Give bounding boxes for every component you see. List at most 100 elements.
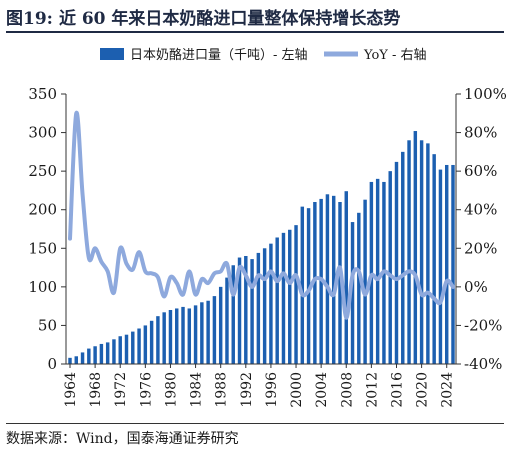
x-tick-label: 1980 <box>163 372 179 408</box>
bar-1967 <box>87 348 91 364</box>
bar-1990 <box>231 265 235 364</box>
bar-2017 <box>401 151 405 364</box>
y-left-tick-label: 150 <box>28 239 57 257</box>
bar-1970 <box>105 342 110 364</box>
x-tick-label: 2020 <box>415 372 431 408</box>
bar-1977 <box>149 320 154 364</box>
bar-1984 <box>193 305 198 364</box>
y-right-tick-label: 0% <box>464 278 488 296</box>
bar-1989 <box>225 277 229 364</box>
x-tick-label: 1996 <box>264 372 280 408</box>
x-tick-label: 1964 <box>63 372 79 408</box>
yoy-line <box>68 111 455 320</box>
y-left-tick-label: 50 <box>38 316 57 334</box>
bar-2007 <box>338 202 342 364</box>
figure-title-text: 近 60 年来日本奶酪进口量整体保持增长态势 <box>58 9 401 29</box>
x-tick-label: 2012 <box>364 372 380 408</box>
bar-1995 <box>262 248 267 364</box>
bar-1992 <box>244 256 248 364</box>
y-right-tick-label: 20% <box>464 239 497 257</box>
bar-1991 <box>237 257 242 364</box>
y-left-tick-label: 200 <box>28 201 57 219</box>
legend-line-label: YoY - 右轴 <box>363 48 427 63</box>
y-right-tick-label: -20% <box>464 316 502 334</box>
bar-1983 <box>187 308 192 364</box>
bar-2020 <box>419 140 424 364</box>
y-right-tick-label: 100% <box>464 85 507 103</box>
bar-2025 <box>451 164 455 364</box>
bar-2019 <box>413 131 418 364</box>
bar-2016 <box>394 161 399 364</box>
bar-1981 <box>175 308 179 364</box>
bar-2006 <box>331 195 336 364</box>
x-tick-label: 2000 <box>289 372 305 408</box>
bar-2000 <box>294 225 298 364</box>
bar-1965 <box>74 356 78 364</box>
y-right-tick-label: 40% <box>464 201 497 219</box>
bar-2013 <box>375 178 380 364</box>
bar-1980 <box>168 310 173 364</box>
import-volume-chart: 日本奶酪进口量（千吨）- 左轴 YoY - 右轴 0 50 100 150 200 250 30… <box>28 47 507 408</box>
bar-1996 <box>269 243 273 364</box>
x-tick-label: 1988 <box>214 372 230 408</box>
x-tick-label: 2016 <box>389 372 405 408</box>
x-tick-label: 1976 <box>138 372 154 408</box>
title-divider <box>6 31 504 33</box>
y-right-tick-label: 80% <box>464 124 497 142</box>
y-left-tick-label: 250 <box>28 162 57 180</box>
bar-2024 <box>444 164 449 364</box>
y-left-tick-label: 350 <box>28 85 57 103</box>
legend-bar-label: 日本奶酪进口量（千吨）- 左轴 <box>130 47 308 63</box>
legend-bar-swatch <box>100 48 124 60</box>
bar-2002 <box>306 208 311 364</box>
figure-number: 图19: <box>6 9 53 29</box>
bar-1969 <box>99 343 104 364</box>
x-tick-label: 2024 <box>440 372 456 408</box>
source-divider <box>6 423 504 424</box>
bar-1974 <box>131 331 135 364</box>
bar-1975 <box>137 328 141 364</box>
bar-2023 <box>438 169 443 364</box>
x-tick-label: 1968 <box>88 372 104 408</box>
bar-1985 <box>200 302 204 364</box>
bar-2008 <box>344 191 348 364</box>
source-note: 数据来源：Wind，国泰海通证券研究 <box>6 431 239 447</box>
bar-1964 <box>68 357 72 364</box>
bar-1998 <box>281 232 286 364</box>
bar-1987 <box>212 296 217 364</box>
bar-2021 <box>426 143 430 364</box>
y-right-tick-label: -40% <box>464 355 502 373</box>
bar-1971 <box>112 339 116 364</box>
bar-2022 <box>432 154 436 364</box>
bar-1999 <box>288 229 292 364</box>
y-left-tick-label: 100 <box>28 278 57 296</box>
bar-2018 <box>407 140 411 364</box>
bar-1968 <box>93 346 97 364</box>
bar-1973 <box>124 334 129 364</box>
bar-2011 <box>363 199 367 364</box>
x-tick-label: 1972 <box>113 372 129 408</box>
bar-2015 <box>388 171 392 364</box>
bar-2009 <box>350 222 355 364</box>
bar-1966 <box>80 352 85 364</box>
bar-1979 <box>162 312 166 364</box>
x-tick-label: 2008 <box>339 372 355 408</box>
bar-1978 <box>156 316 160 364</box>
y-left-tick-label: 0 <box>47 355 57 373</box>
bar-1997 <box>275 237 279 364</box>
x-tick-label: 1992 <box>239 372 255 408</box>
bar-2010 <box>357 212 361 364</box>
bar-1988 <box>218 286 223 364</box>
y-right-tick-label: 60% <box>464 162 497 180</box>
y-left-tick-label: 300 <box>28 124 57 142</box>
bar-1986 <box>206 300 210 364</box>
x-tick-label: 2004 <box>314 372 330 408</box>
bar-1982 <box>181 306 185 364</box>
bar-1993 <box>250 259 254 364</box>
bar-2001 <box>300 206 305 364</box>
figure-title: 图19: 近 60 年来日本奶酪进口量整体保持增长态势 <box>6 4 400 29</box>
bar-1976 <box>143 325 148 364</box>
bar-2003 <box>313 202 317 364</box>
bar-1994 <box>256 252 261 364</box>
bar-2005 <box>325 194 330 364</box>
